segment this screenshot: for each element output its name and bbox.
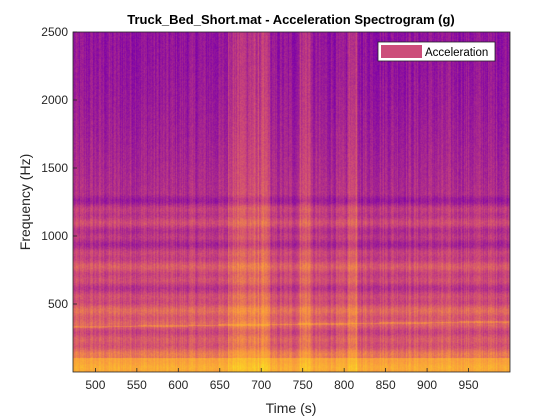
x-tick-label: 500 (85, 378, 105, 392)
legend[interactable]: Acceleration (377, 41, 496, 62)
x-tick-label: 800 (334, 378, 354, 392)
x-tick-label: 650 (210, 378, 230, 392)
y-tick-label: 1000 (41, 229, 68, 243)
x-axis-label: Time (s) (266, 400, 317, 416)
y-tick-label: 1500 (41, 161, 68, 175)
x-tick-label: 600 (168, 378, 188, 392)
legend-swatch (381, 45, 422, 58)
x-tick-label: 700 (251, 378, 271, 392)
x-tick-label: 900 (417, 378, 437, 392)
x-tick-label: 550 (127, 378, 147, 392)
x-tick-label: 750 (293, 378, 313, 392)
y-tick-label: 500 (48, 297, 68, 311)
y-tick-label: 2000 (41, 93, 68, 107)
legend-entry-acceleration: Acceleration (425, 47, 488, 59)
x-tick-label: 950 (459, 378, 479, 392)
x-tick-label: 850 (376, 378, 396, 392)
y-axis-ticks: 500 1000 1500 2000 2500 (41, 25, 77, 311)
y-tick-label: 2500 (41, 25, 68, 39)
plot-frame (72, 31, 511, 373)
x-axis-ticks: 500 550 600 650 700 750 800 850 900 950 (85, 368, 479, 392)
chart-title: Truck_Bed_Short.mat - Acceleration Spect… (127, 12, 455, 27)
y-axis-label: Frequency (Hz) (17, 154, 33, 250)
plot-area (72, 31, 511, 373)
spectrogram-heatmap (73, 32, 510, 372)
